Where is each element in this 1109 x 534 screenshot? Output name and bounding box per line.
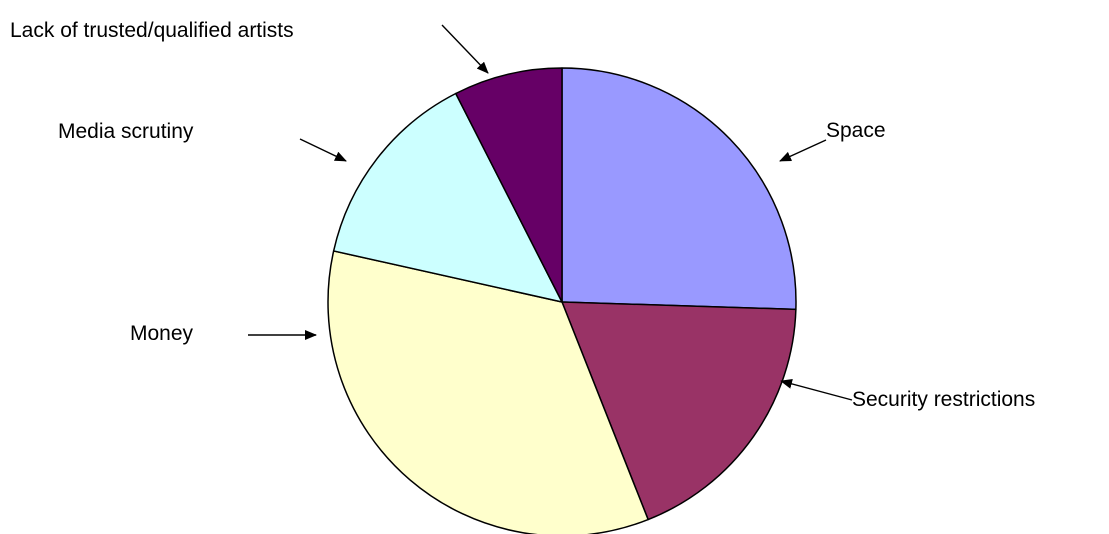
slice-label-security-restrictions: Security restrictions	[852, 388, 1035, 411]
leader-arrow-media-scrutiny	[299, 138, 347, 162]
leader-arrow-lack-of-trusted-qualified-artists	[441, 24, 489, 74]
pie-slice-space	[561, 67, 797, 311]
pie-slice-security-restrictions	[561, 301, 797, 521]
slice-label-media-scrutiny: Media scrutiny	[58, 120, 194, 143]
leader-arrow-space	[779, 139, 827, 162]
pie-slice-lack-of-trusted-qualified-artists	[455, 67, 563, 303]
leader-arrow-security-restrictions	[780, 379, 853, 401]
slice-label-space: Space	[826, 119, 886, 142]
pie-slice-money	[327, 250, 649, 534]
slice-label-money: Money	[130, 322, 194, 345]
slice-label-lack-of-trusted-qualified-artists: Lack of trusted/qualified artists	[10, 19, 294, 42]
pie-slice-media-scrutiny	[332, 92, 563, 303]
